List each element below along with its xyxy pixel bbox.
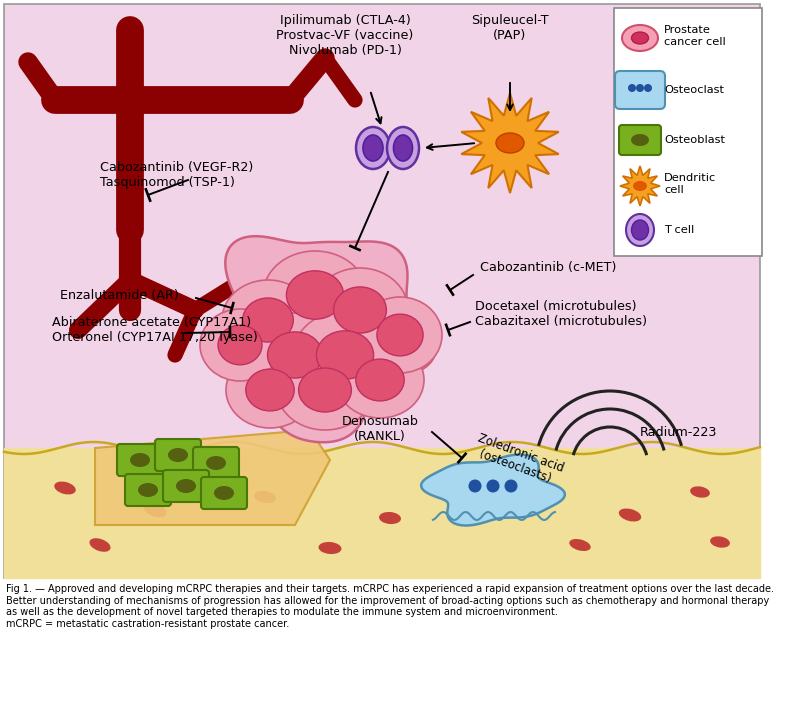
Ellipse shape — [334, 287, 386, 333]
Ellipse shape — [316, 331, 374, 379]
FancyBboxPatch shape — [163, 470, 209, 502]
Ellipse shape — [246, 369, 294, 411]
Ellipse shape — [710, 536, 730, 547]
Polygon shape — [462, 93, 558, 193]
Circle shape — [505, 479, 518, 493]
FancyBboxPatch shape — [614, 8, 762, 256]
Ellipse shape — [214, 486, 234, 500]
Text: Osteoclast: Osteoclast — [664, 85, 724, 95]
FancyBboxPatch shape — [193, 447, 239, 479]
Ellipse shape — [358, 297, 442, 373]
Polygon shape — [95, 430, 330, 525]
Circle shape — [469, 479, 482, 493]
Text: Cabozantinib (VEGF-R2)
Tasquinomod (TSP-1): Cabozantinib (VEGF-R2) Tasquinomod (TSP-… — [100, 161, 254, 189]
Ellipse shape — [54, 481, 76, 494]
Text: Osteoblast: Osteoblast — [664, 135, 725, 145]
Ellipse shape — [496, 133, 524, 153]
Ellipse shape — [168, 448, 188, 462]
Text: Fig 1. — Approved and developing mCRPC therapies and their targets. mCRPC has ex: Fig 1. — Approved and developing mCRPC t… — [6, 584, 774, 629]
Ellipse shape — [267, 332, 322, 378]
Polygon shape — [215, 236, 435, 442]
Text: Dendritic
cell: Dendritic cell — [664, 173, 716, 195]
Ellipse shape — [631, 32, 649, 44]
Ellipse shape — [363, 135, 383, 161]
Ellipse shape — [277, 350, 373, 430]
Ellipse shape — [143, 503, 166, 518]
FancyBboxPatch shape — [201, 477, 247, 509]
Text: Cabozantinib (c-MET): Cabozantinib (c-MET) — [480, 262, 616, 274]
Ellipse shape — [206, 456, 226, 470]
Ellipse shape — [90, 538, 110, 552]
Text: Ipilimumab (CTLA-4)
Prostvac-VF (vaccine)
Nivolumab (PD-1): Ipilimumab (CTLA-4) Prostvac-VF (vaccine… — [276, 14, 414, 57]
Ellipse shape — [263, 251, 367, 339]
Ellipse shape — [318, 542, 342, 554]
Ellipse shape — [176, 479, 196, 493]
Ellipse shape — [379, 512, 401, 524]
FancyBboxPatch shape — [117, 444, 163, 476]
Ellipse shape — [626, 214, 654, 246]
Ellipse shape — [336, 342, 424, 418]
Text: Docetaxel (microtubules)
Cabazitaxel (microtubules): Docetaxel (microtubules) Cabazitaxel (mi… — [475, 300, 647, 328]
Ellipse shape — [622, 25, 658, 51]
Ellipse shape — [218, 325, 262, 365]
FancyBboxPatch shape — [615, 71, 665, 109]
Ellipse shape — [633, 181, 647, 191]
Ellipse shape — [356, 127, 390, 169]
Ellipse shape — [690, 486, 710, 498]
Ellipse shape — [226, 352, 314, 428]
Ellipse shape — [356, 359, 404, 401]
FancyBboxPatch shape — [4, 4, 760, 578]
Ellipse shape — [631, 134, 649, 146]
Ellipse shape — [254, 491, 276, 503]
Circle shape — [644, 84, 652, 92]
Text: Zoledronic acid
(osteoclasts): Zoledronic acid (osteoclasts) — [470, 431, 566, 489]
Ellipse shape — [377, 314, 423, 356]
Text: Abiraterone acetate (CYP17A1)
Orteronel (CYP17AI 17,20 lyase): Abiraterone acetate (CYP17A1) Orteronel … — [52, 316, 258, 344]
Text: Sipuleucel-T
(PAP): Sipuleucel-T (PAP) — [471, 14, 549, 42]
Text: Radium-223: Radium-223 — [640, 425, 718, 438]
Ellipse shape — [245, 313, 345, 397]
Text: Prostate
cancer cell: Prostate cancer cell — [664, 26, 726, 47]
Ellipse shape — [631, 220, 649, 240]
Ellipse shape — [242, 298, 294, 342]
Circle shape — [486, 479, 499, 493]
FancyBboxPatch shape — [125, 474, 171, 506]
Text: Enzalutamide (AR): Enzalutamide (AR) — [60, 289, 178, 301]
Ellipse shape — [138, 483, 158, 497]
Ellipse shape — [570, 539, 590, 551]
Ellipse shape — [200, 309, 280, 381]
Ellipse shape — [130, 453, 150, 467]
Polygon shape — [421, 454, 565, 525]
Ellipse shape — [312, 268, 408, 352]
Ellipse shape — [618, 508, 642, 522]
Ellipse shape — [286, 271, 344, 319]
Ellipse shape — [499, 498, 521, 512]
Text: Denosumab
(RANKL): Denosumab (RANKL) — [342, 415, 418, 443]
Ellipse shape — [293, 311, 397, 399]
Ellipse shape — [298, 368, 351, 412]
Polygon shape — [4, 448, 760, 578]
Ellipse shape — [387, 127, 419, 169]
Ellipse shape — [222, 280, 314, 360]
FancyBboxPatch shape — [619, 125, 661, 155]
Ellipse shape — [394, 135, 413, 161]
Text: T cell: T cell — [664, 225, 694, 235]
Circle shape — [628, 84, 636, 92]
Circle shape — [636, 84, 644, 92]
Polygon shape — [620, 166, 660, 206]
FancyBboxPatch shape — [155, 439, 201, 471]
